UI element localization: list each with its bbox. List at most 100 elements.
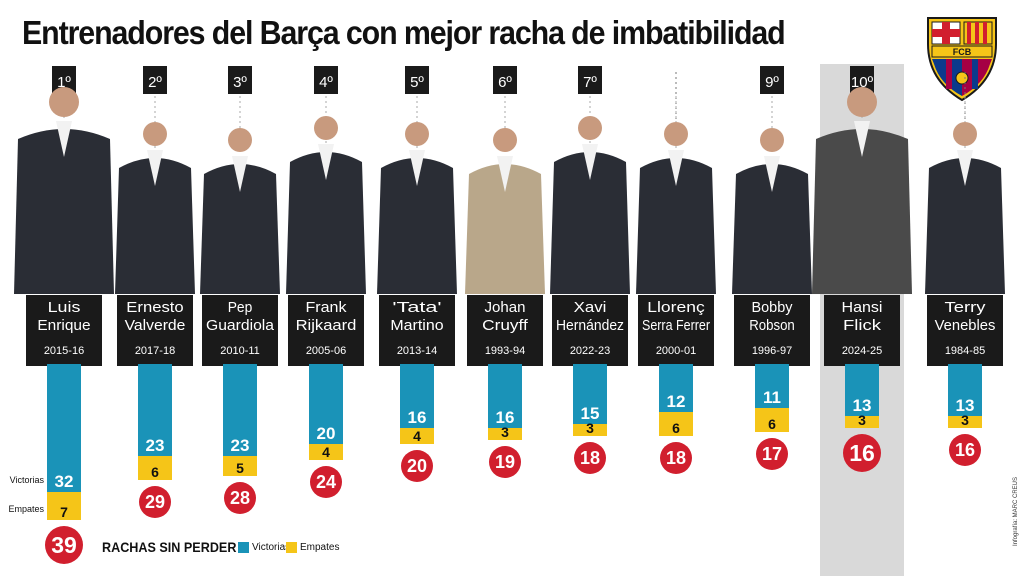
total-value: 20 — [407, 456, 427, 476]
rank-badge — [143, 66, 167, 94]
value-empates: 6 — [151, 464, 159, 480]
coach-season: 2015-16 — [44, 345, 84, 357]
bar-empates — [138, 456, 172, 480]
legend-swatch-empates — [286, 542, 297, 553]
coach-figure — [286, 116, 366, 294]
total-circle — [139, 486, 171, 518]
bar-empates — [309, 444, 343, 460]
value-empates: 3 — [858, 412, 866, 428]
coach-figure — [200, 128, 280, 294]
value-victorias: 32 — [55, 472, 74, 491]
coach-figure — [925, 122, 1005, 294]
coach-figure — [732, 128, 812, 294]
coach-name-box — [288, 295, 364, 366]
coach-name-line2: Enrique — [37, 317, 90, 334]
rank-label: 1º — [57, 74, 71, 91]
coach-name-line2: Venebles — [935, 317, 996, 334]
bar-empates — [755, 408, 789, 432]
total-value: 24 — [316, 472, 336, 492]
total-value: 28 — [230, 488, 250, 508]
legend-label-victorias: Victorias — [252, 542, 291, 553]
coach-season: 2024-25 — [842, 345, 882, 357]
coach-figure — [812, 87, 912, 294]
bar-victorias — [659, 364, 693, 412]
bar-empates — [223, 456, 257, 476]
coach-name-line1: Terry — [945, 299, 987, 316]
total-circle — [574, 442, 606, 474]
coach-name-box — [467, 295, 543, 366]
rank-badge — [228, 66, 252, 94]
coach-name-box — [824, 295, 900, 366]
coach-figure — [465, 128, 545, 294]
value-empates: 5 — [236, 460, 244, 476]
value-victorias: 23 — [146, 436, 165, 455]
coach-name-line2: Rijkaard — [296, 317, 357, 334]
coach-figure — [377, 122, 457, 294]
coach-name-line2: Robson — [749, 317, 795, 334]
total-value: 18 — [666, 448, 686, 468]
rank-badge — [760, 66, 784, 94]
value-victorias: 15 — [581, 404, 600, 423]
bar-victorias — [138, 364, 172, 456]
value-empates: 6 — [768, 416, 776, 432]
coach-season: 1996-97 — [752, 345, 792, 357]
coach-name-line1: Pep — [228, 299, 253, 316]
legend-label-empates: Empates — [300, 542, 340, 553]
bar-empates — [47, 492, 81, 520]
bar-victorias — [845, 364, 879, 416]
crest-text: FCB — [953, 47, 972, 57]
coach-name-box — [26, 295, 102, 366]
coach-name-line1: Ernesto — [126, 299, 183, 316]
coach-name-line1: Luis — [48, 299, 81, 316]
total-circle — [489, 446, 521, 478]
fcb-crest-icon: FCB — [927, 17, 997, 102]
value-empates: 4 — [322, 444, 330, 460]
coach-season: 2022-23 — [570, 345, 610, 357]
value-victorias: 13 — [853, 396, 872, 415]
rank-label: 10º — [851, 74, 874, 91]
total-circle — [45, 526, 83, 564]
total-circle — [401, 450, 433, 482]
value-empates: 3 — [961, 412, 969, 428]
coach-season: 2017-18 — [135, 345, 175, 357]
legend-swatch-victorias — [238, 542, 249, 553]
coach-figure — [14, 87, 114, 294]
coach-figure — [115, 122, 195, 294]
coach-name-line2: Flick — [843, 317, 882, 334]
coach-name-box — [379, 295, 455, 366]
coach-name-line1: 'Tata' — [392, 299, 441, 316]
coach-season: 2005-06 — [306, 345, 346, 357]
total-value: 39 — [51, 532, 77, 558]
bar-empates — [948, 416, 982, 428]
total-value: 16 — [955, 440, 975, 460]
rank-label: 2º — [148, 74, 162, 91]
total-circle — [310, 466, 342, 498]
bar-empates — [488, 428, 522, 440]
value-empates: 6 — [672, 420, 680, 436]
coach-name-line1: Hansi — [842, 299, 883, 316]
coach-name-line1: Bobby — [752, 299, 793, 316]
bar-empates — [845, 416, 879, 428]
coach-name-box — [202, 295, 278, 366]
bar-victorias — [488, 364, 522, 428]
page-title: Entrenadores del Barça con mejor racha d… — [22, 14, 786, 51]
value-victorias: 20 — [317, 424, 336, 443]
value-empates: 3 — [586, 420, 594, 436]
bar-victorias — [755, 364, 789, 408]
legend-title: RACHAS SIN PERDER — [102, 539, 237, 555]
coach-season: 2010-11 — [220, 345, 260, 357]
side-label-victorias: Victorias — [10, 475, 45, 485]
coach-season: 1993-94 — [485, 345, 525, 357]
coach-season: 1984-85 — [945, 345, 985, 357]
coach-name-line2: Serra Ferrer — [642, 317, 710, 334]
coach-name-line2: Valverde — [125, 317, 186, 334]
total-circle — [949, 434, 981, 466]
coach-name-box — [552, 295, 628, 366]
rank-label: 9º — [765, 74, 779, 91]
coach-name-box — [927, 295, 1003, 366]
total-circle — [843, 434, 881, 472]
rank-label: 7º — [583, 74, 597, 91]
rank-label: 3º — [233, 74, 247, 91]
bar-victorias — [309, 364, 343, 444]
